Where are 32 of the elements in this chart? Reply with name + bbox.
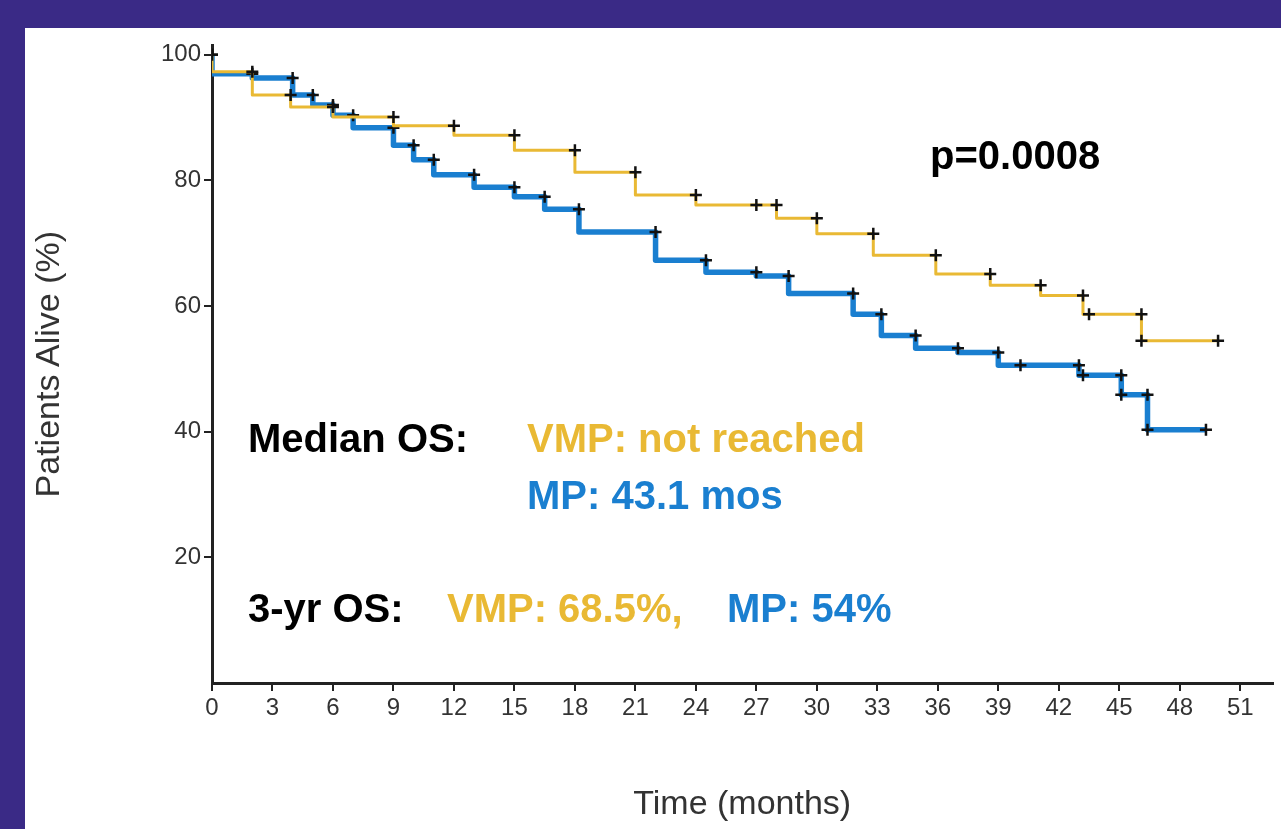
annotation: 3-yr OS: <box>248 585 404 632</box>
y-tick-label: 20 <box>174 541 201 569</box>
annotation: VMP: not reached <box>527 415 865 462</box>
annotation: Median OS: <box>248 415 469 462</box>
annotation: p=0.0008 <box>930 132 1101 179</box>
annotation: MP: 54% <box>727 585 892 632</box>
x-tick-label: 21 <box>622 693 649 721</box>
x-tick-label: 30 <box>803 693 831 721</box>
x-tick-label: 0 <box>205 693 219 721</box>
x-tick-label: 15 <box>501 693 528 721</box>
y-tick-label: 60 <box>174 290 201 318</box>
y-tick-label: 100 <box>160 39 201 67</box>
x-tick-label: 42 <box>1045 693 1073 721</box>
y-tick-label: 40 <box>174 416 201 444</box>
x-tick-label: 3 <box>265 693 280 721</box>
annotation: VMP: 68.5%, <box>447 585 683 632</box>
x-tick-label: 51 <box>1226 693 1254 721</box>
x-tick-label: 9 <box>386 693 401 721</box>
x-tick-label: 36 <box>924 693 952 721</box>
x-tick-label: 48 <box>1166 693 1194 721</box>
x-tick-label: 45 <box>1105 693 1133 721</box>
x-tick-label: 33 <box>863 693 891 721</box>
x-tick-label: 39 <box>984 693 1012 721</box>
x-tick-label: 12 <box>440 693 468 721</box>
x-axis-title: Time (months) <box>633 782 852 821</box>
x-tick-label: 24 <box>682 693 710 721</box>
x-tick-label: 6 <box>326 693 340 721</box>
y-axis-title: Patients Alive (%) <box>27 230 66 498</box>
annotation: MP: 43.1 mos <box>527 472 783 519</box>
y-tick-label: 80 <box>174 165 201 193</box>
x-tick-label: 27 <box>743 693 770 721</box>
x-tick-label: 18 <box>561 693 589 721</box>
